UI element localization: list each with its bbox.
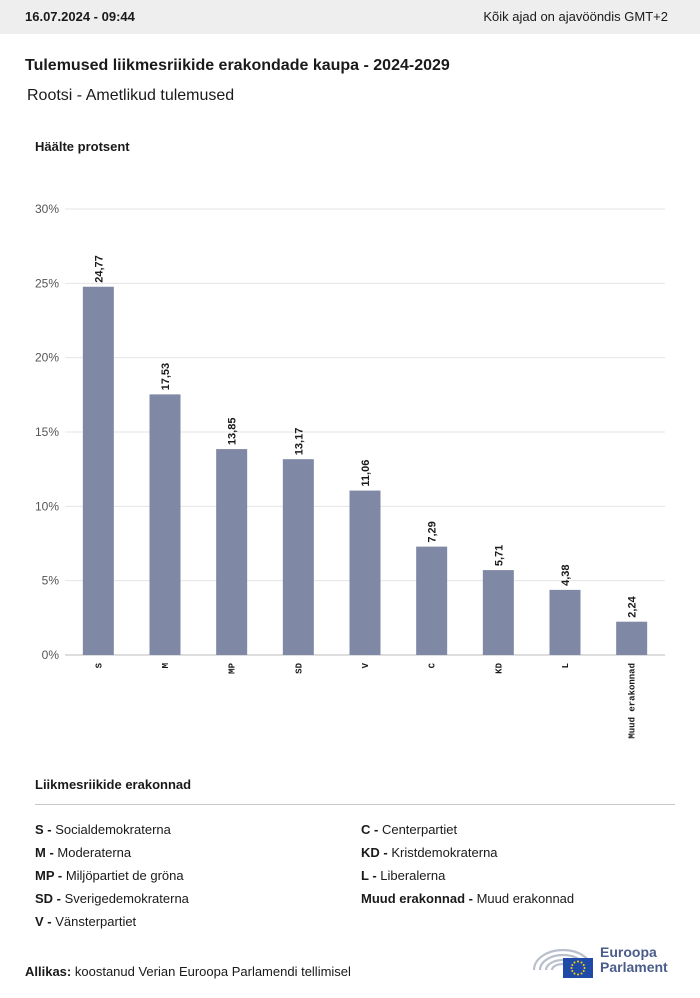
x-tick-label: S [94,662,104,668]
y-axis-label: Häälte protsent [35,139,130,154]
x-tick-label: Muud erakonnad [628,663,638,739]
data-label: 17,53 [160,363,172,391]
bar [416,546,448,655]
bar-chart: 0% 5% 10% 15% 20% 25% 30% 24,77 S 17,53 M 13,85 MP 13… [35,202,665,739]
logo-text: Euroopa Parlament [600,944,668,975]
legend-name: Socialdemokraterna [51,822,171,837]
x-tick-label: MP [228,662,238,673]
timestamp: 16.07.2024 - 09:44 [25,9,135,24]
legend-abbr: V - [35,914,52,929]
y-tick-label: 15% [35,425,59,439]
legend-divider [35,804,675,805]
legend-item: V - Vänsterpartiet [35,914,136,929]
legend-abbr: C - [361,822,379,837]
ep-logo: Euroopa Parlament [530,942,680,980]
bar [282,459,314,655]
data-label: 13,17 [293,428,305,456]
legend-abbr: MP - [35,868,63,883]
legend-name: Muud erakonnad [472,891,575,906]
legend-name: Liberalerna [376,868,446,883]
legend-name: Centerpartiet [378,822,458,837]
legend-abbr: S - [35,822,52,837]
y-tick-label: 30% [35,202,59,216]
timezone-note: Kõik ajad on ajavööndis GMT+2 [483,9,668,24]
data-label: 5,71 [493,545,505,566]
legend-abbr: KD - [361,845,388,860]
y-tick-label: 0% [42,648,60,662]
source-text: koostanud Verian Euroopa Parlamendi tell… [74,964,351,979]
legend-name: Vänsterpartiet [51,914,137,929]
legend-item: Muud erakonnad - Muud erakonnad [361,891,574,906]
x-tick-label: M [161,663,171,668]
legend-title: Liikmesriikide erakonnad [35,777,192,792]
parliament-hemicycle-icon [532,948,594,978]
data-label: 4,38 [560,564,572,585]
y-tick-label: 20% [35,351,59,365]
y-tick-label: 25% [35,276,59,290]
top-bar: 16.07.2024 - 09:44 Kõik ajad on ajavöönd… [0,0,700,34]
legend-abbr: L - [361,868,377,883]
legend-item: MP - Miljöpartiet de gröna [35,868,184,883]
data-label: 7,29 [427,521,439,542]
x-tick-label: C [428,662,438,668]
source-note: Allikas: koostanud Verian Euroopa Parlam… [25,964,351,979]
bar [216,449,248,655]
bar [482,570,514,655]
legend-abbr: SD - [35,891,61,906]
data-label: 24,77 [93,255,105,283]
x-tick-label: KD [494,662,504,673]
x-tick-label: SD [294,662,304,673]
legend-name: Moderaterna [53,845,132,860]
bar [549,589,581,655]
page-subtitle: Rootsi - Ametlikud tulemused [27,87,235,104]
legend-name: Kristdemokraterna [387,845,498,860]
y-tick-label: 5% [42,574,60,588]
legend-item: L - Liberalerna [361,868,445,883]
data-label: 11,06 [360,460,372,487]
legend-name: Miljöpartiet de gröna [62,868,184,883]
data-label: 13,85 [227,418,239,446]
legend-item: S - Socialdemokraterna [35,822,171,837]
data-label: 2,24 [627,595,639,617]
source-label: Allikas: [25,964,72,979]
page-title: Tulemused liikmesriikide erakondade kaup… [25,57,450,74]
bar [616,621,648,655]
legend-abbr: Muud erakonnad - [361,891,473,906]
legend-abbr: M - [35,845,54,860]
legend-item: SD - Sverigedemokraterna [35,891,189,906]
legend-item: C - Centerpartiet [361,822,457,837]
y-tick-label: 10% [35,499,59,513]
x-tick-label: L [561,663,571,668]
legend-name: Sverigedemokraterna [61,891,189,906]
legend-item: KD - Kristdemokraterna [361,845,498,860]
legend-item: M - Moderaterna [35,845,131,860]
x-tick-label: V [361,662,371,668]
bar [82,286,114,655]
eu-flag-icon [563,958,593,978]
bar [349,490,381,655]
bar [149,394,181,655]
